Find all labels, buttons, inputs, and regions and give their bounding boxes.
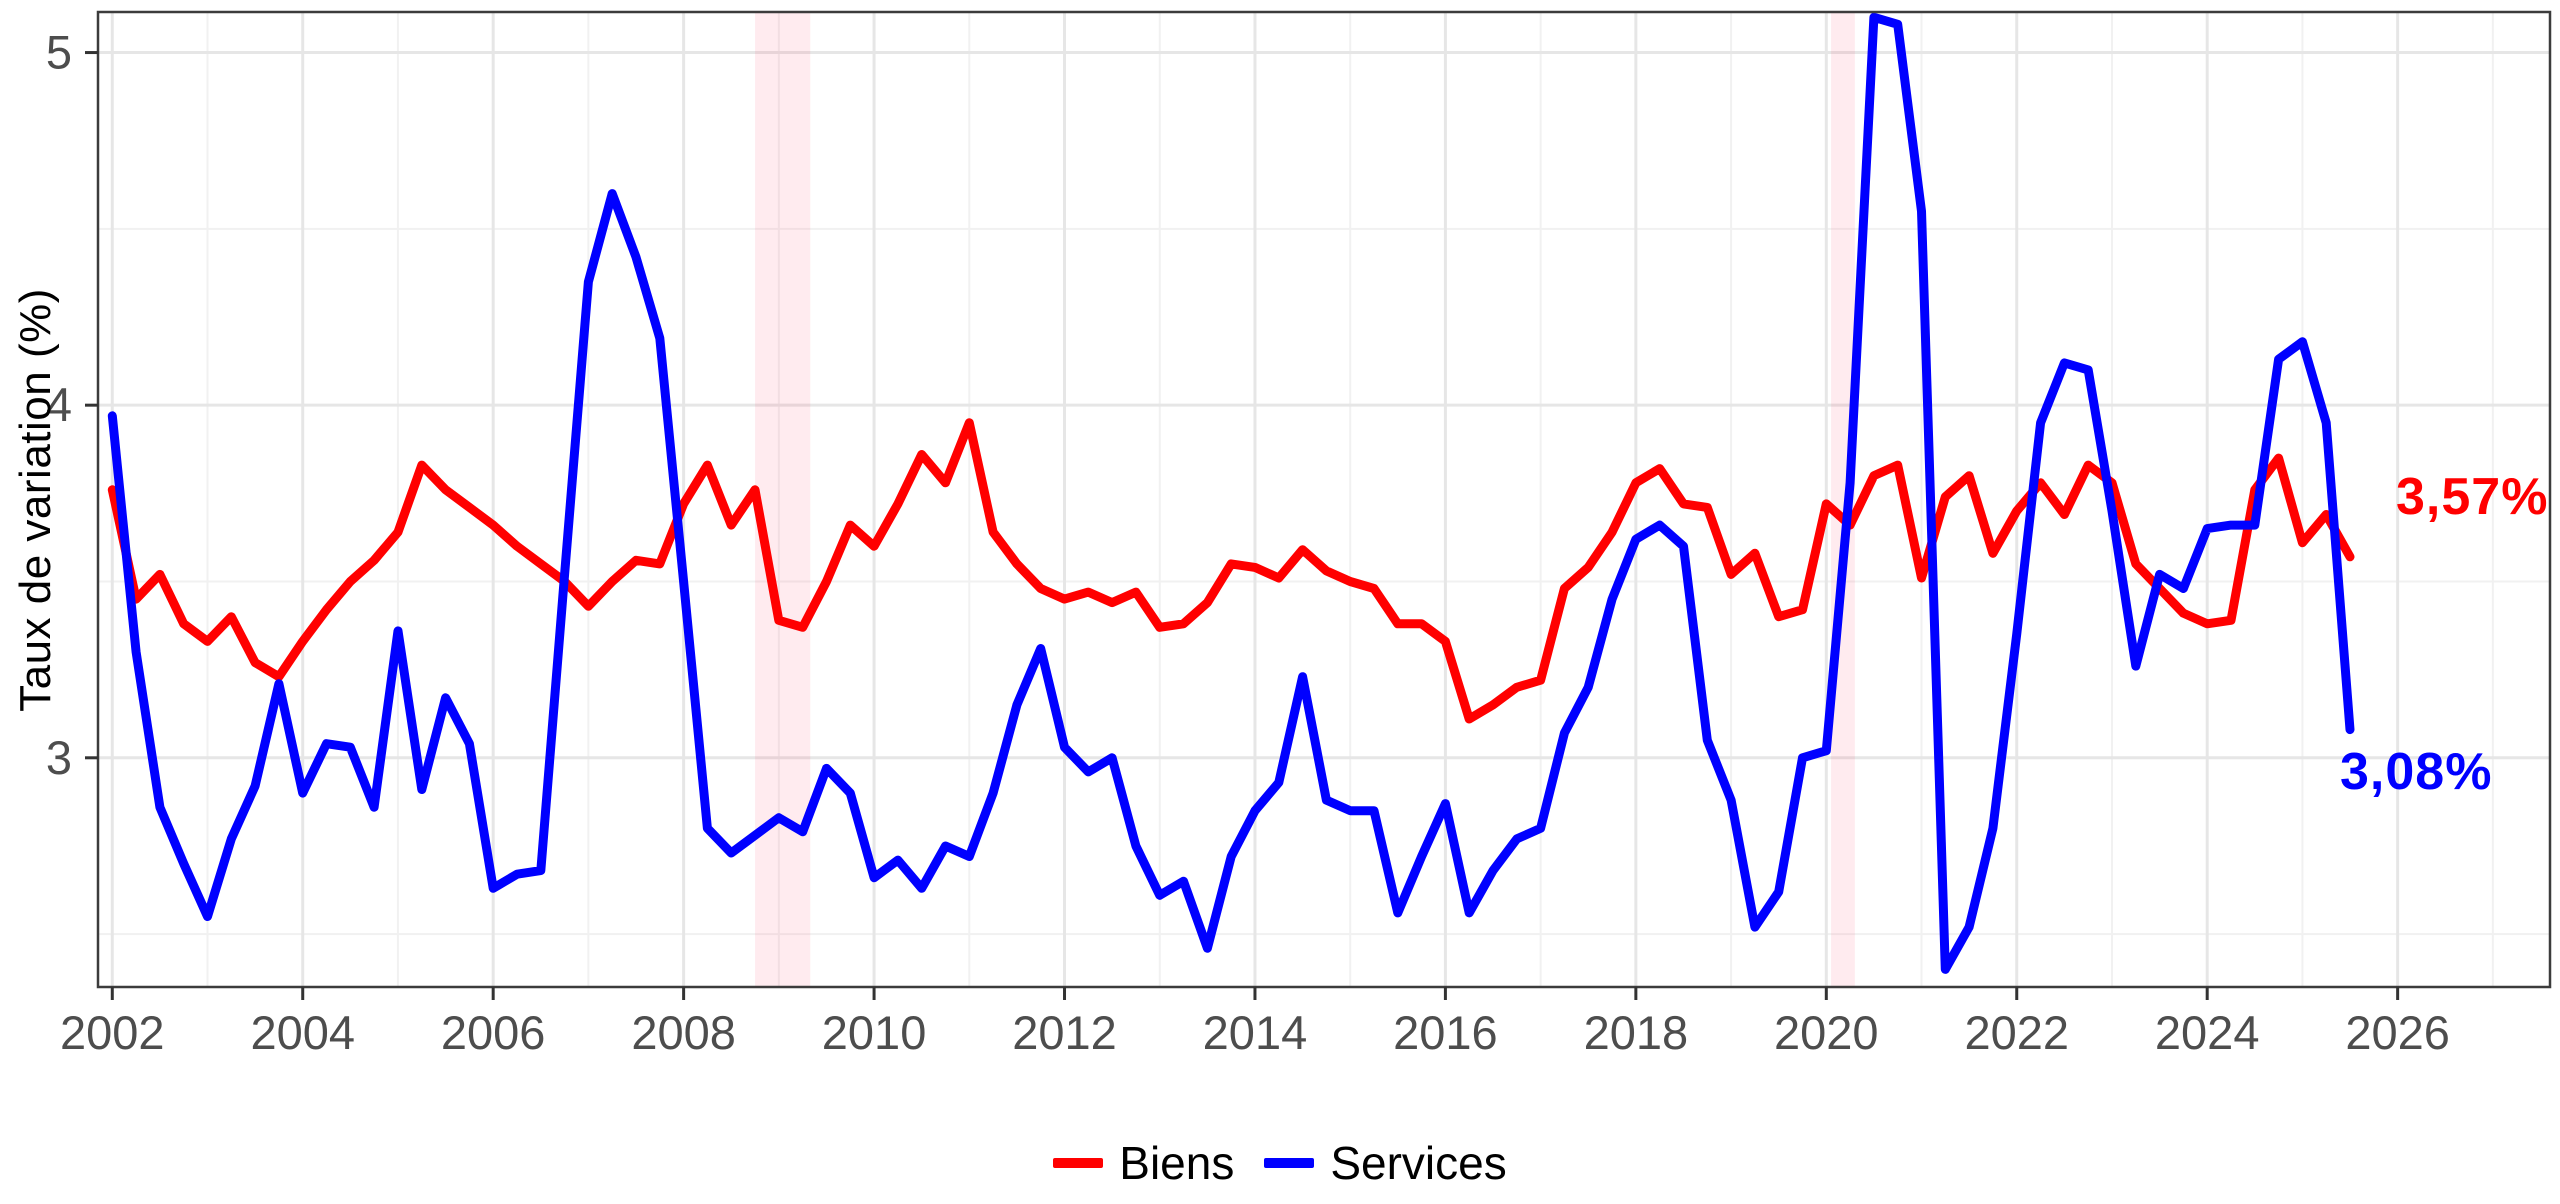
y-axis-labels: 3 4 5: [46, 26, 72, 784]
series-line-biens: [107, 418, 2355, 724]
x-tick-label: 2002: [60, 1006, 165, 1059]
x-tick-label: 2016: [1393, 1006, 1498, 1059]
legend-label-biens: Biens: [1119, 1137, 1235, 1189]
x-tick-label: 2010: [822, 1006, 927, 1059]
y-tick-label: 3: [46, 731, 72, 784]
end-label-services: 3,08%: [2340, 743, 2493, 801]
panel-border: [96, 10, 2552, 989]
x-tick-label: 2012: [1012, 1006, 1117, 1059]
end-label-biens: 3,57%: [2396, 468, 2549, 526]
legend-item-services: Services: [1264, 1136, 1507, 1190]
x-tick-label: 2004: [250, 1006, 355, 1059]
x-tick-label: 2026: [2345, 1006, 2450, 1059]
x-tick-label: 2006: [441, 1006, 546, 1059]
x-tick-label: 2014: [1203, 1006, 1308, 1059]
series-line-services: [107, 12, 2355, 974]
y-axis-title: Taux de variation (%): [11, 288, 60, 712]
y-tick-label: 4: [46, 378, 72, 431]
x-axis-labels: 2002 2004 2006 2008 2010 2012 2014 2016 2018 2020…: [60, 1006, 2450, 1059]
y-tick-label: 5: [46, 26, 72, 79]
x-tick-label: 2018: [1584, 1006, 1689, 1059]
plot-panel: [98, 12, 2550, 987]
legend-item-biens: Biens: [1053, 1136, 1234, 1190]
grid-major: [98, 12, 2550, 987]
legend: Biens Services: [0, 1136, 2560, 1190]
recession-2008-2009: [755, 12, 811, 987]
legend-key-biens-icon: [1053, 1158, 1104, 1168]
x-tick-label: 2020: [1774, 1006, 1879, 1059]
recession-2020: [1831, 12, 1855, 987]
legend-label-services: Services: [1330, 1137, 1507, 1189]
x-tick-label: 2024: [2155, 1006, 2260, 1059]
x-tick-label: 2008: [631, 1006, 736, 1059]
legend-key-services-icon: [1264, 1158, 1315, 1168]
x-tick-label: 2022: [1964, 1006, 2069, 1059]
axis-ticks: [85, 51, 2400, 1000]
